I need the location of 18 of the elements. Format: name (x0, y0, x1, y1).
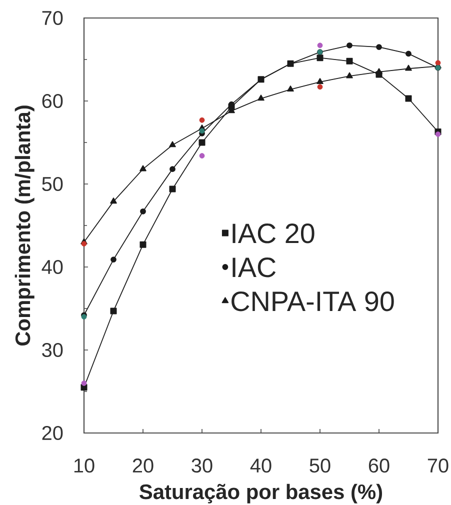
x-tick-label: 50 (310, 458, 330, 473)
y-tick-label: 50 (42, 176, 63, 192)
y-tick-label: 70 (42, 10, 63, 26)
y-axis-title: Comprimento (m/planta) (14, 106, 34, 346)
y-tick-label: 60 (42, 94, 63, 108)
x-axis-title: Saturação por bases (%) (140, 484, 382, 504)
x-tick-label: 20 (132, 458, 154, 473)
y-tick-label: 40 (42, 260, 63, 274)
x-tick-label: 30 (192, 458, 212, 473)
legend-label: IAC (232, 258, 276, 278)
x-tick-label: 40 (250, 458, 272, 473)
y-tick-label: 20 (42, 426, 63, 440)
x-tick-label: 10 (74, 458, 94, 473)
y-tick-label: 30 (42, 342, 63, 358)
x-tick-label: 60 (368, 458, 390, 473)
x-tick-label: 70 (428, 458, 448, 473)
legend-label: IAC 20 (232, 224, 314, 244)
legend-label: CNPA-ITA 90 (232, 291, 394, 312)
